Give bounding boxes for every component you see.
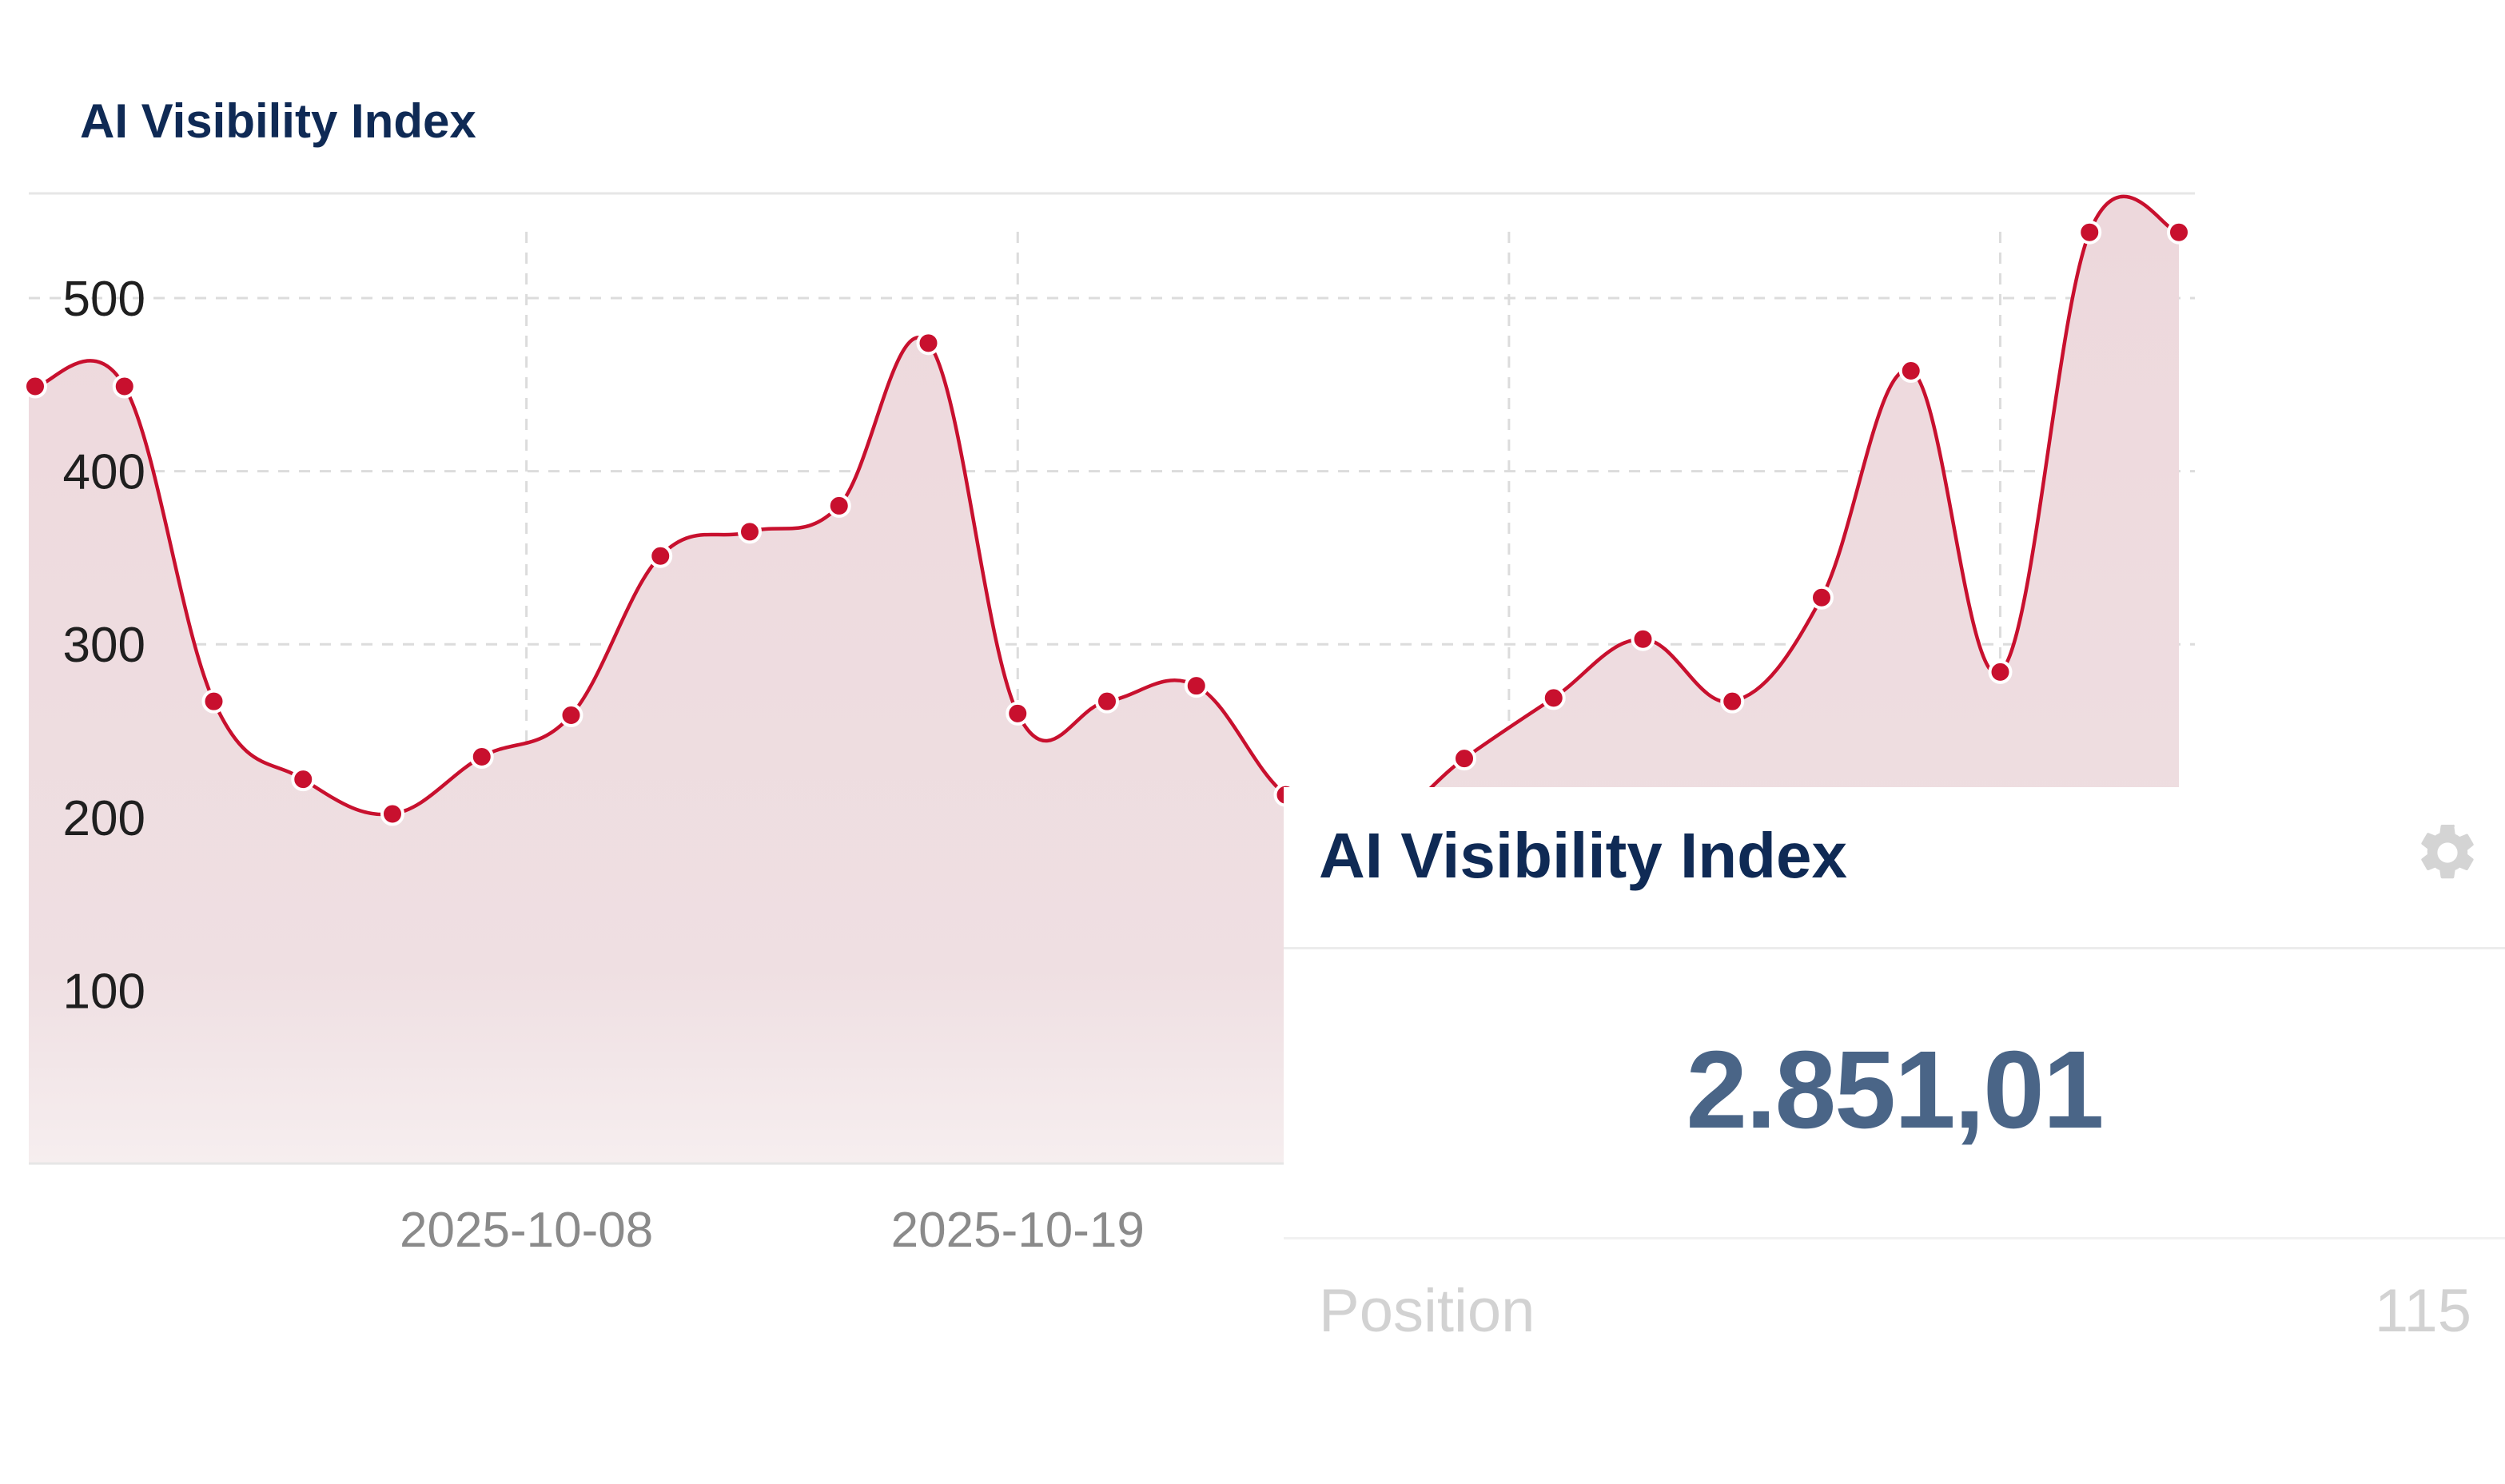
data-point[interactable]: [1006, 701, 1030, 726]
data-point[interactable]: [2167, 220, 2191, 245]
ai-visibility-widget: AI Visibility Index 2.851,01 Position 11…: [1284, 787, 2505, 1484]
data-point[interactable]: [201, 689, 226, 714]
data-point[interactable]: [738, 519, 762, 544]
data-point[interactable]: [291, 767, 316, 792]
widget-value: 2.851,01: [1686, 1028, 2104, 1152]
x-tick-label: 2025-10-19: [891, 1203, 1145, 1258]
data-point[interactable]: [648, 543, 673, 568]
data-point[interactable]: [1810, 585, 1834, 610]
data-point[interactable]: [916, 331, 941, 356]
widget-title: AI Visibility Index: [1319, 820, 1847, 891]
gear-icon[interactable]: [2414, 819, 2481, 886]
data-point[interactable]: [826, 493, 851, 518]
y-tick-label: 100: [63, 964, 145, 1019]
x-tick-labels: 2025-10-08 2025-10-19: [400, 1203, 1145, 1258]
widget-divider: [1284, 947, 2505, 949]
data-point[interactable]: [2077, 220, 2102, 245]
data-point[interactable]: [1184, 674, 1209, 698]
chart-title: AI Visibility Index: [80, 94, 476, 148]
y-tick-label: 300: [63, 618, 145, 673]
data-point[interactable]: [469, 744, 494, 769]
y-tick-label: 500: [63, 272, 145, 327]
data-point[interactable]: [1720, 689, 1745, 714]
y-tick-label: 200: [63, 791, 145, 846]
x-tick-label: 2025-10-08: [400, 1203, 653, 1258]
widget-divider: [1284, 1237, 2505, 1239]
data-point[interactable]: [1452, 746, 1476, 771]
data-point[interactable]: [559, 703, 583, 728]
data-point[interactable]: [1988, 659, 2013, 684]
data-point[interactable]: [1541, 686, 1566, 710]
position-label: Position: [1319, 1277, 1535, 1345]
data-point[interactable]: [1631, 627, 1655, 651]
data-point[interactable]: [1898, 358, 1923, 383]
data-point[interactable]: [380, 802, 404, 826]
data-point[interactable]: [1095, 689, 1119, 714]
position-value: 115: [2374, 1277, 2471, 1345]
data-point[interactable]: [23, 374, 47, 399]
y-tick-label: 400: [63, 445, 145, 500]
data-point[interactable]: [112, 374, 137, 399]
y-tick-labels: 100 200 300 400 500: [63, 272, 145, 1019]
